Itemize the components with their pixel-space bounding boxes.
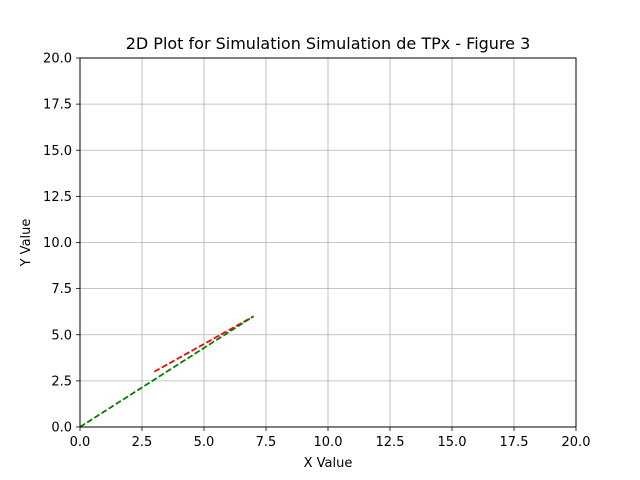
y-tick-label: 0.0 <box>51 421 72 436</box>
y-tick-label: 20.0 <box>43 52 72 67</box>
y-axis-label: Y Value <box>19 219 34 268</box>
y-tick-label: 5.0 <box>51 328 72 343</box>
x-tick-label: 5.0 <box>194 435 215 450</box>
x-tick-label: 15.0 <box>438 435 467 450</box>
y-tick-label: 2.5 <box>51 374 72 389</box>
y-tick-label: 10.0 <box>43 236 72 251</box>
series-line-1 <box>153 315 255 373</box>
x-tick-label: 2.5 <box>132 435 153 450</box>
y-tick-label: 17.5 <box>43 98 72 113</box>
x-tick-label: 0.0 <box>70 435 91 450</box>
x-tick-label: 20.0 <box>562 435 591 450</box>
x-tick-label: 10.0 <box>314 435 343 450</box>
x-tick-label: 7.5 <box>256 435 277 450</box>
x-axis-label: X Value <box>304 456 353 471</box>
x-tick-label: 12.5 <box>376 435 405 450</box>
chart-title: 2D Plot for Simulation Simulation de TPx… <box>126 34 531 53</box>
axis-ticks: 0.0 2.5 5.0 7.5 10.0 12.5 15.0 17.5 20.0 0.0 2.5 5.… <box>43 52 590 451</box>
x-tick-label: 17.5 <box>500 435 529 450</box>
series-lines <box>79 315 255 428</box>
y-tick-label: 7.5 <box>51 282 72 297</box>
y-tick-label: 12.5 <box>43 190 72 205</box>
series-line-2 <box>79 315 255 428</box>
y-tick-label: 15.0 <box>43 144 72 159</box>
